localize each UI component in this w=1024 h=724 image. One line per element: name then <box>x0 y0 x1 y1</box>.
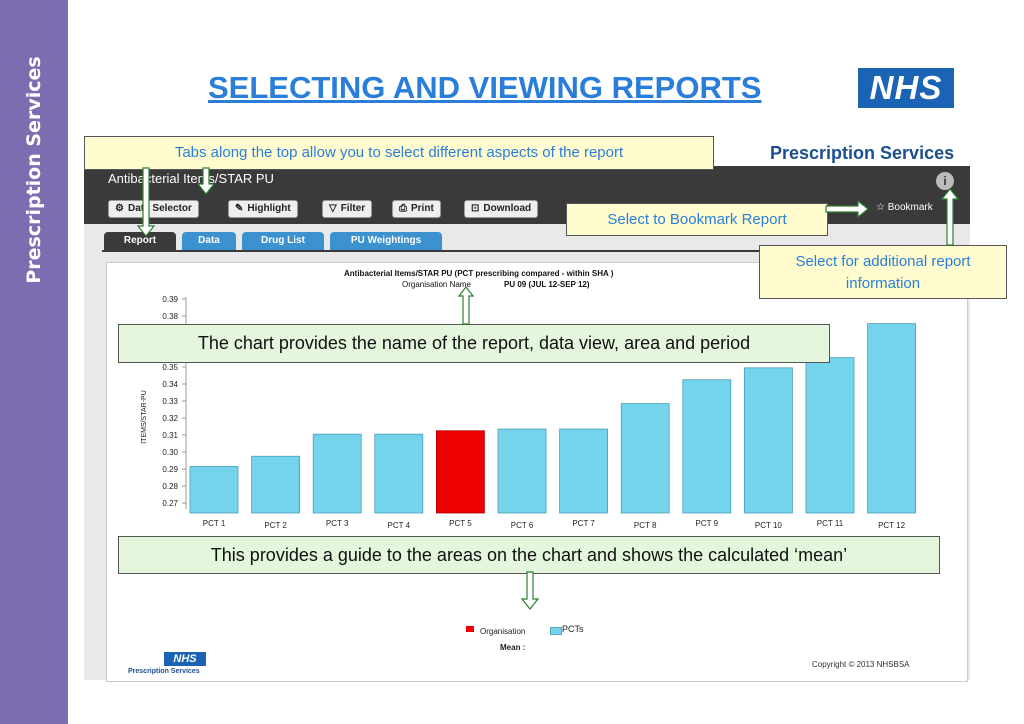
filter-button[interactable]: ▽ Filter <box>322 200 373 218</box>
download-icon: ⊡ <box>471 203 480 214</box>
star-icon: ☆ <box>876 202 888 213</box>
bar-pct-9[interactable] <box>682 379 732 514</box>
gear-icon: ⚙ <box>115 203 124 214</box>
y-tick-label: 0.39 <box>162 295 178 304</box>
download-label: Download <box>483 203 532 214</box>
report-app-window: Antibacterial Items/STAR PU i ⚙ Data Sele… <box>84 166 970 682</box>
callout-chart: The chart provides the name of the repor… <box>118 324 830 363</box>
bar-pct-10[interactable] <box>744 367 793 514</box>
y-tick-label: 0.32 <box>162 414 178 423</box>
bookmark-label: Bookmark <box>887 202 933 213</box>
y-axis-label: ITEMS/STAR-PU <box>141 390 148 444</box>
tab-underline <box>102 250 952 252</box>
nhs-logo: NHS <box>858 68 954 108</box>
x-tick-label: PCT 10 <box>755 521 783 530</box>
callout-tabs: Tabs along the top allow you to select d… <box>84 136 714 170</box>
x-tick-label: PCT 11 <box>817 519 844 528</box>
filter-icon: ▽ <box>329 203 337 214</box>
x-tick-label: PCT 7 <box>572 519 595 528</box>
tab-data[interactable]: Data <box>182 232 236 250</box>
x-tick-label: PCT 12 <box>878 521 906 530</box>
x-tick-label: PCT 4 <box>388 521 411 530</box>
x-tick-label: PCT 6 <box>511 521 534 530</box>
chart-period: PU 09 (JUL 12-SEP 12) <box>504 280 590 289</box>
bar-pct-4[interactable] <box>374 433 424 514</box>
prescription-services-label: Prescription Services <box>770 143 955 163</box>
highlight-button[interactable]: ✎ Highlight <box>228 200 298 218</box>
print-label: Print <box>411 203 434 214</box>
y-tick-label: 0.31 <box>162 431 178 440</box>
footer-prescription-services: Prescription Services <box>128 668 200 675</box>
sidebar: Prescription Services <box>0 0 68 724</box>
organisation-name: Organisation Name <box>402 280 471 289</box>
callout-legend: This provides a guide to the areas on th… <box>118 536 940 574</box>
legend-organisation: Organisation <box>480 627 526 636</box>
bar-chart: ITEMS/STAR-PU 0.390.380.370.360.350.340.… <box>141 295 916 530</box>
y-tick-label: 0.28 <box>162 482 178 491</box>
y-tick-label: 0.33 <box>162 397 178 406</box>
x-tick-label: PCT 2 <box>264 521 287 530</box>
y-tick-label: 0.38 <box>162 312 178 321</box>
y-tick-label: 0.29 <box>162 465 178 474</box>
print-button[interactable]: ⎙ Print <box>392 200 441 218</box>
filter-label: Filter <box>340 203 366 214</box>
callout-info: Select for additional report information <box>759 245 1007 299</box>
x-tick-label: PCT 1 <box>203 519 226 528</box>
info-icon[interactable]: i <box>936 172 954 190</box>
y-tick-label: 0.35 <box>162 363 178 372</box>
tab-report[interactable]: Report <box>104 232 176 250</box>
footer-nhs-logo: NHS <box>164 652 206 666</box>
y-tick-label: 0.30 <box>162 448 178 457</box>
x-tick-label: PCT 5 <box>449 519 472 528</box>
pencil-icon: ✎ <box>235 203 244 214</box>
download-button[interactable]: ⊡ Download <box>464 200 539 218</box>
bar-pct-8[interactable] <box>620 403 670 514</box>
app-titlebar: Antibacterial Items/STAR PU i ⚙ Data Sele… <box>84 166 970 224</box>
highlight-label: Highlight <box>247 203 291 214</box>
data-selector-label: Data Selector <box>127 203 192 214</box>
tab-pu-weightings[interactable]: PU Weightings <box>330 232 442 250</box>
y-tick-label: 0.34 <box>162 380 178 389</box>
sidebar-title: Prescription Services <box>23 56 45 284</box>
y-tick-label: 0.27 <box>162 499 178 508</box>
printer-icon: ⎙ <box>399 203 407 214</box>
legend-pcts: PCTs <box>562 624 584 634</box>
callout-bookmark: Select to Bookmark Report <box>566 203 828 236</box>
bar-pct-1[interactable] <box>189 466 239 514</box>
tab-drug-list[interactable]: Drug List <box>242 232 324 250</box>
x-tick-label: PCT 3 <box>326 519 349 528</box>
legend-pcts-swatch <box>550 627 562 635</box>
bar-pct-2[interactable] <box>251 455 301 514</box>
bar-pct-6[interactable] <box>497 428 547 514</box>
bar-pct-7[interactable] <box>559 428 609 514</box>
chart-title: Antibacterial Items/STAR PU (PCT prescri… <box>344 269 614 278</box>
bar-pct-12[interactable] <box>867 323 916 514</box>
slide-title: SELECTING AND VIEWING REPORTS <box>208 70 762 105</box>
legend-mean: Mean : <box>500 643 526 652</box>
bar-pct-11[interactable] <box>805 357 855 514</box>
x-tick-label: PCT 9 <box>696 519 719 528</box>
legend-organisation-swatch <box>466 626 474 632</box>
x-tick-label: PCT 8 <box>634 521 657 530</box>
copyright: Copyright © 2013 NHSBSA <box>812 660 910 669</box>
bookmark-button[interactable]: ☆ Bookmark <box>876 202 933 213</box>
bar-pct-5[interactable] <box>435 430 485 514</box>
bar-pct-3[interactable] <box>312 433 362 514</box>
